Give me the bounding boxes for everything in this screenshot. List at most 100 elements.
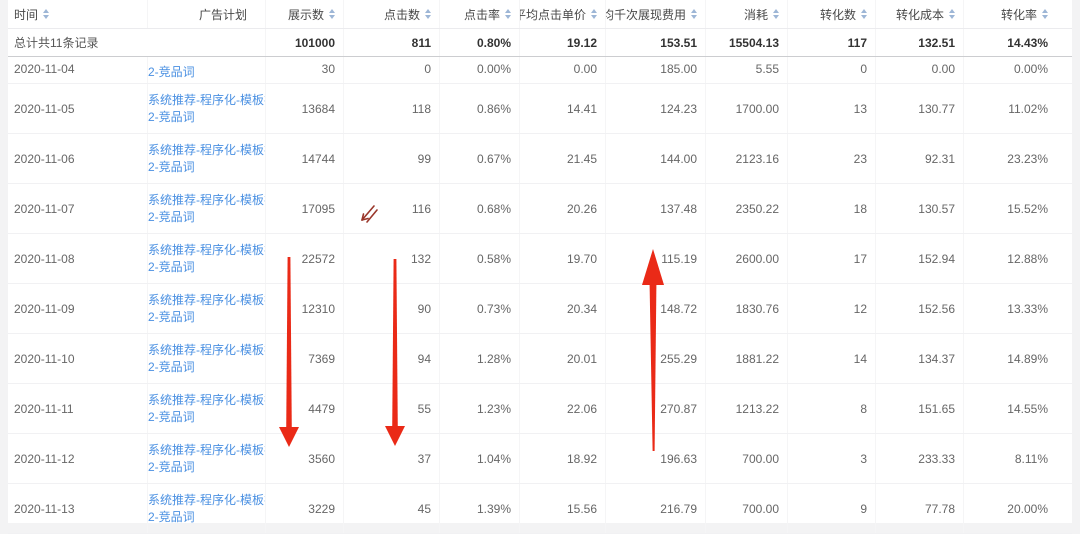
ad-report-table: 时间 广告计划 展示数 点击数 点击率 平均点击单价 平均千次展现费用 消耗 转化数 转化成本 转化… [8, 0, 1072, 534]
cell-impressions: 7369 [266, 334, 344, 383]
ad-plan-link[interactable]: 2-竞品词 [148, 410, 195, 424]
ad-plan-link[interactable]: 系统推荐-程序化-模板视频 [148, 193, 265, 207]
sort-icon [505, 9, 511, 19]
table-row: 2020-11-10系统推荐-程序化-模板视频2-竞品词7369941.28%2… [8, 334, 1072, 384]
summary-row: 总计共11条记录 101000 811 0.80% 19.12 153.51 15504.1… [8, 29, 1072, 57]
cell-conv_cost: 77.78 [876, 484, 964, 533]
ad-plan-link[interactable]: 2-竞品词 [148, 160, 195, 174]
ad-plan-cell: 系统推荐-程序化-模板视频 2-竞品词 [148, 484, 266, 533]
cell-avg_cpc: 0.00 [520, 57, 606, 83]
cell-conversions: 23 [788, 134, 876, 183]
ad-plan-cell: 2-竞品词 [148, 57, 266, 83]
ad-plan-cell: 系统推荐-程序化-模板视频 2-竞品词 [148, 284, 266, 333]
cell-spend: 1700.00 [706, 84, 788, 133]
table-header: 时间 广告计划 展示数 点击数 点击率 平均点击单价 平均千次展现费用 消耗 转化数 转化成本 转化… [8, 0, 1072, 29]
column-header-label: 平均千次展现费用 [606, 7, 686, 22]
column-header-label: 转化率 [1000, 7, 1037, 22]
date-cell: 2020-11-08 [8, 234, 148, 283]
sort-icon [691, 9, 697, 19]
cell-ctr: 1.28% [440, 334, 520, 383]
cell-spend: 2123.16 [706, 134, 788, 183]
ad-plan-link[interactable]: 系统推荐-程序化-模板视频 [148, 243, 265, 257]
column-header-impressions[interactable]: 展示数 [266, 0, 344, 28]
table-row: 2020-11-11系统推荐-程序化-模板视频2-竞品词4479551.23%2… [8, 384, 1072, 434]
cell-ctr: 1.23% [440, 384, 520, 433]
cell-avg_cpm: 255.29 [606, 334, 706, 383]
cell-clicks: 132 [344, 234, 440, 283]
ad-plan-link[interactable]: 2-竞品词 [148, 260, 195, 274]
cell-ctr: 0.00% [440, 57, 520, 83]
date-cell: 2020-11-07 [8, 184, 148, 233]
table-row: 2020-11-04 2-竞品词 30 0 0.00% 0.00 185.00 5.55 0 0.… [8, 57, 1072, 84]
cell-conv_rate: 12.88% [1007, 251, 1048, 266]
ad-plan-link[interactable]: 2-竞品词 [148, 510, 195, 524]
summary-value-conv_rate: 14.43% [1007, 35, 1048, 50]
cell-clicks: 116 [344, 184, 440, 233]
cell-spend: 1213.22 [706, 384, 788, 433]
cell-impressions: 22572 [266, 234, 344, 283]
cell-ctr: 0.68% [440, 184, 520, 233]
summary-value-avg_cpm: 153.51 [606, 29, 706, 56]
sort-icon [329, 9, 335, 19]
ad-plan-link[interactable]: 系统推荐-程序化-模板视频 [148, 493, 265, 507]
column-header-plan: 广告计划 [148, 0, 266, 28]
ad-plan-link[interactable]: 2-竞品词 [148, 64, 195, 79]
ad-plan-link[interactable]: 2-竞品词 [148, 210, 195, 224]
cell-ctr: 0.73% [440, 284, 520, 333]
cell-conv_cost: 0.00 [876, 57, 964, 83]
column-header-conv_cost[interactable]: 转化成本 [876, 0, 964, 28]
cell-ctr: 0.58% [440, 234, 520, 283]
summary-value-conversions: 117 [788, 29, 876, 56]
column-header-label: 广告计划 [198, 7, 247, 22]
cell-avg_cpc: 21.45 [520, 134, 606, 183]
date-cell: 2020-11-06 [8, 134, 148, 183]
cell-conv_rate: 13.33% [1007, 301, 1048, 316]
cell-avg_cpm: 148.72 [606, 284, 706, 333]
cell-conv_rate: 11.02% [1008, 101, 1048, 116]
column-header-conv_rate[interactable]: 转化率 [964, 0, 1072, 28]
ad-plan-link[interactable]: 系统推荐-程序化-模板视频 [148, 443, 265, 457]
column-header-spend[interactable]: 消耗 [706, 0, 788, 28]
cell-impressions: 17095 [266, 184, 344, 233]
cell-conversions: 9 [788, 484, 876, 533]
column-header-avg_cpm[interactable]: 平均千次展现费用 [606, 0, 706, 28]
sort-icon [591, 9, 597, 19]
column-header-clicks[interactable]: 点击数 [344, 0, 440, 28]
column-header-ctr[interactable]: 点击率 [440, 0, 520, 28]
cell-impressions: 13684 [266, 84, 344, 133]
column-header-conversions[interactable]: 转化数 [788, 0, 876, 28]
sort-icon [773, 9, 779, 19]
ad-plan-link[interactable]: 系统推荐-程序化-模板视频 [148, 393, 265, 407]
cell-ctr: 1.04% [440, 434, 520, 483]
cell-avg_cpm: 137.48 [606, 184, 706, 233]
ad-plan-link[interactable]: 系统推荐-程序化-模板视频 [148, 93, 265, 107]
cell-spend: 2600.00 [706, 234, 788, 283]
ad-plan-link[interactable]: 2-竞品词 [148, 460, 195, 474]
cell-spend: 2350.22 [706, 184, 788, 233]
ad-plan-link[interactable]: 2-竞品词 [148, 110, 195, 124]
ad-plan-cell: 系统推荐-程序化-模板视频 2-竞品词 [148, 384, 266, 433]
cell-conv_cost: 152.56 [876, 284, 964, 333]
ad-plan-link[interactable]: 2-竞品词 [148, 360, 195, 374]
cell-avg_cpc: 18.92 [520, 434, 606, 483]
ad-plan-link[interactable]: 系统推荐-程序化-模板视频 [148, 143, 265, 157]
sort-icon [43, 9, 50, 19]
sort-icon [949, 9, 955, 19]
cell-conv_rate: 14.55% [1007, 401, 1048, 416]
ad-plan-link[interactable]: 系统推荐-程序化-模板视频 [148, 293, 265, 307]
ad-plan-link[interactable]: 2-竞品词 [148, 310, 195, 324]
cell-ctr: 0.67% [440, 134, 520, 183]
cell-conversions: 13 [788, 84, 876, 133]
ad-plan-link[interactable]: 系统推荐-程序化-模板视频 [148, 343, 265, 357]
column-header-time[interactable]: 时间 [8, 0, 148, 28]
column-header-avg_cpc[interactable]: 平均点击单价 [520, 0, 606, 28]
cell-conv_rate: 23.23% [1007, 151, 1048, 166]
cell-avg_cpm: 216.79 [606, 484, 706, 533]
column-header-label: 转化成本 [895, 7, 944, 22]
column-header-label: 消耗 [743, 7, 768, 22]
cell-impressions: 30 [266, 57, 344, 83]
cell-conversions: 12 [788, 284, 876, 333]
